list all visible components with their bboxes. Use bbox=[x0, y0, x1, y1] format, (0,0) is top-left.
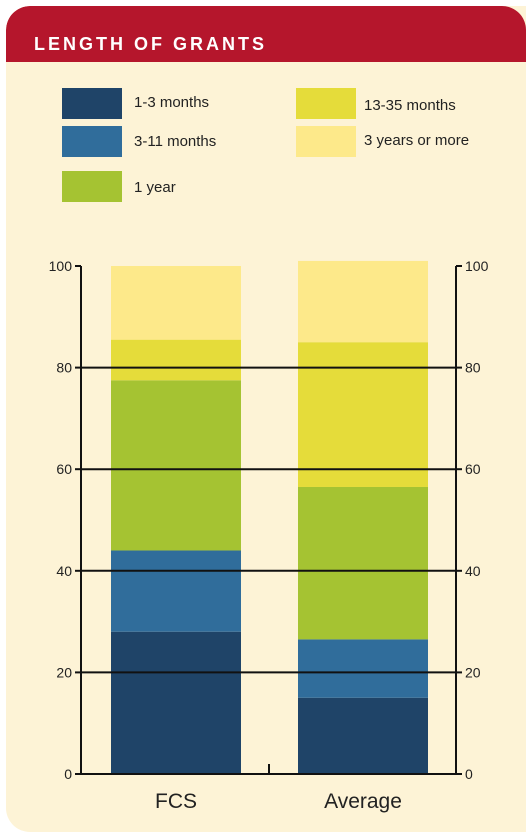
legend-label-3-11-months: 3-11 months bbox=[134, 133, 217, 150]
legend-swatch-1-year bbox=[62, 171, 122, 202]
right-tick-label-80: 80 bbox=[465, 360, 481, 376]
legend-swatch-3-years-or-more bbox=[296, 126, 356, 157]
bar-average-1-3-months bbox=[298, 697, 428, 774]
legend-swatch-3-11-months bbox=[62, 126, 122, 157]
left-tick-label-100: 100 bbox=[49, 258, 73, 274]
left-tick-label-60: 60 bbox=[56, 461, 72, 477]
right-tick-label-60: 60 bbox=[465, 461, 481, 477]
legend-swatch-13-35-months bbox=[296, 88, 356, 119]
right-tick-label-40: 40 bbox=[465, 563, 481, 579]
legend-label-13-35-months: 13-35 months bbox=[364, 97, 456, 114]
bar-fcs-1-3-months bbox=[111, 631, 241, 774]
left-tick-label-20: 20 bbox=[56, 664, 72, 680]
chart-card: LENGTH OF GRANTS 1-3 months 3-11 months … bbox=[6, 6, 526, 832]
legend-swatch-1-3-months bbox=[62, 88, 122, 119]
bar-fcs-3-years-or-more bbox=[111, 266, 241, 340]
bar-fcs-3-11-months bbox=[111, 550, 241, 632]
right-tick-label-100: 100 bbox=[465, 258, 489, 274]
bar-fcs-1-year bbox=[111, 380, 241, 551]
chart-title: LENGTH OF GRANTS bbox=[34, 34, 267, 54]
stacked-bar-chart: 0 0 20 20 40 40 60 60 80 80 100 100 FCS Average bbox=[49, 258, 489, 813]
bar-average-1-year bbox=[298, 486, 428, 640]
header-bar: LENGTH OF GRANTS bbox=[6, 6, 526, 62]
bar-average-3-years-or-more bbox=[298, 260, 428, 343]
legend-label-3-years-or-more: 3 years or more bbox=[364, 132, 470, 149]
bar-fcs-13-35-months bbox=[111, 339, 241, 381]
right-tick-label-0: 0 bbox=[465, 766, 473, 782]
category-label-fcs: FCS bbox=[155, 790, 197, 813]
left-tick-label-40: 40 bbox=[56, 563, 72, 579]
legend-label-1-year: 1 year bbox=[134, 179, 176, 196]
right-tick-label-20: 20 bbox=[465, 664, 481, 680]
category-label-average: Average bbox=[324, 790, 402, 813]
left-tick-label-0: 0 bbox=[64, 766, 72, 782]
legend-label-1-3-months: 1-3 months bbox=[134, 94, 210, 111]
bar-average-3-11-months bbox=[298, 639, 428, 698]
bar-average-13-35-months bbox=[298, 342, 428, 487]
left-tick-label-80: 80 bbox=[56, 360, 72, 376]
